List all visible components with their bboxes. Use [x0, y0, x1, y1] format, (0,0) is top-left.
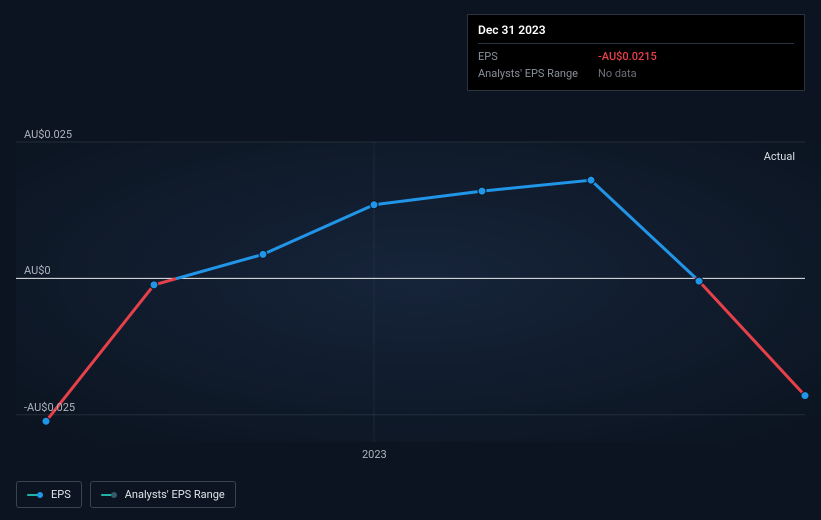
tooltip-row-eps: EPS -AU$0.0215 — [478, 48, 794, 65]
tooltip-value: No data — [598, 67, 637, 80]
legend-label: EPS — [51, 488, 71, 501]
legend-item-eps[interactable]: EPS — [16, 481, 82, 508]
tooltip-key: Analysts' EPS Range — [478, 67, 598, 80]
chart-tooltip: Dec 31 2023 EPS -AU$0.0215 Analysts' EPS… — [467, 14, 805, 91]
tooltip-row-range: Analysts' EPS Range No data — [478, 65, 794, 82]
y-axis-label: AU$0 — [24, 264, 51, 277]
legend-swatch-icon — [101, 492, 117, 498]
tooltip-value: -AU$0.0215 — [598, 50, 657, 63]
tooltip-title: Dec 31 2023 — [478, 23, 794, 44]
y-axis-label: AU$0.025 — [24, 128, 72, 141]
chart-legend: EPS Analysts' EPS Range — [16, 481, 236, 508]
tooltip-key: EPS — [478, 50, 598, 63]
legend-item-range[interactable]: Analysts' EPS Range — [90, 481, 236, 508]
y-axis-label: -AU$0.025 — [24, 401, 75, 414]
legend-swatch-icon — [27, 492, 43, 498]
x-axis-label: 2023 — [362, 448, 387, 460]
legend-label: Analysts' EPS Range — [125, 488, 225, 501]
actual-region-label: Actual — [764, 150, 795, 163]
